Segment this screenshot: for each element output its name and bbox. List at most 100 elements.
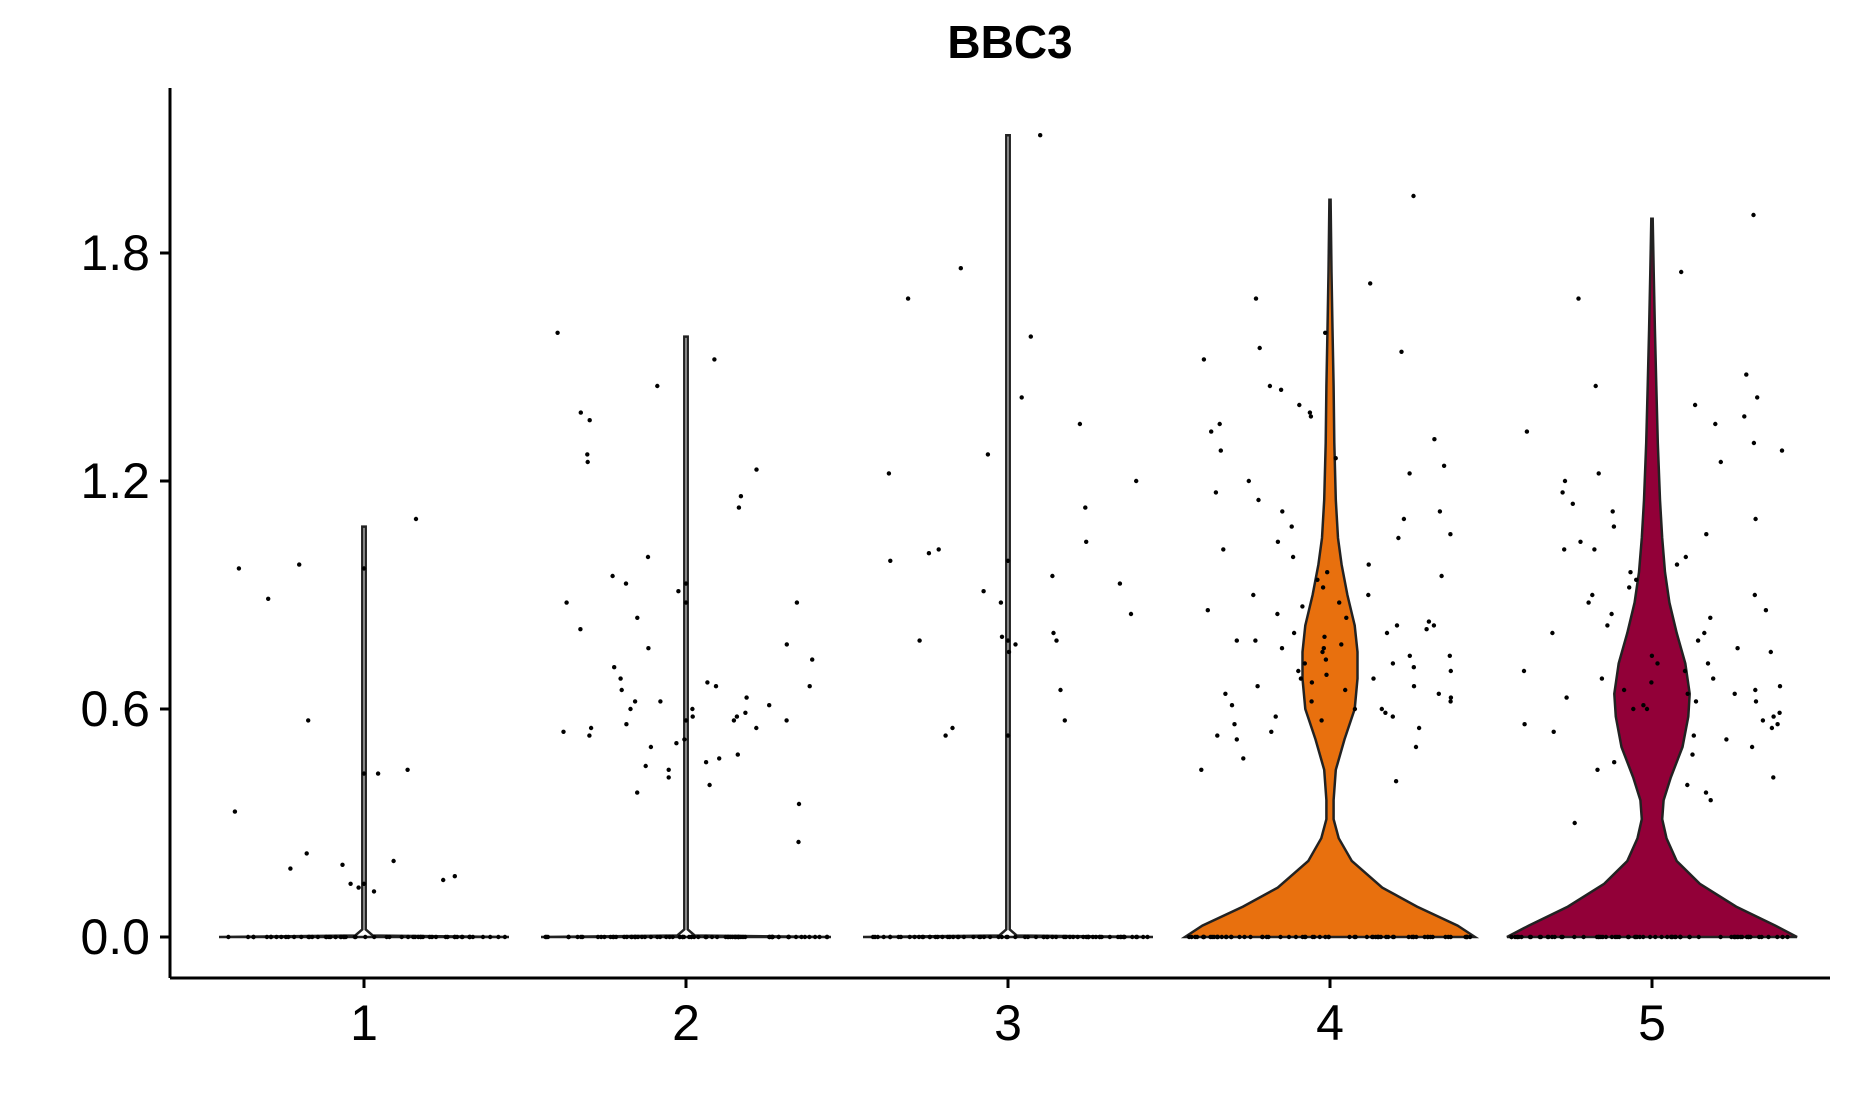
point-5 <box>1519 934 1524 940</box>
point-5 <box>1628 570 1633 575</box>
point-2 <box>667 934 672 940</box>
point-1 <box>299 934 304 940</box>
point-1 <box>333 934 338 940</box>
point-5 <box>1550 630 1555 636</box>
point-1 <box>405 767 410 772</box>
point-5 <box>1769 725 1775 731</box>
x-tick-label: 1 <box>350 995 378 1051</box>
point-4 <box>1371 676 1376 681</box>
point-3 <box>1107 934 1113 940</box>
point-5 <box>1704 532 1709 537</box>
point-5 <box>1683 554 1689 560</box>
point-2 <box>580 934 585 940</box>
point-2 <box>784 642 789 647</box>
point-2 <box>713 684 719 689</box>
point-2 <box>825 934 830 940</box>
point-3 <box>887 934 893 940</box>
point-4 <box>1208 934 1213 940</box>
point-3 <box>888 558 893 563</box>
point-3 <box>943 733 948 738</box>
point-5 <box>1644 706 1650 712</box>
point-3 <box>1005 558 1011 563</box>
point-2 <box>703 934 708 940</box>
point-4 <box>1246 478 1252 484</box>
point-1 <box>340 862 345 867</box>
point-2 <box>743 710 748 715</box>
point-4 <box>1224 934 1229 940</box>
point-5 <box>1610 509 1615 514</box>
point-1 <box>328 934 333 940</box>
point-5 <box>1596 471 1601 476</box>
point-3 <box>1025 934 1031 940</box>
point-2 <box>629 934 634 940</box>
point-2 <box>682 737 687 742</box>
point-5 <box>1549 934 1555 940</box>
point-4 <box>1248 934 1253 940</box>
point-2 <box>602 934 607 940</box>
point-4 <box>1467 934 1473 940</box>
point-3 <box>935 934 940 940</box>
point-5 <box>1655 661 1660 666</box>
point-5 <box>1641 934 1646 940</box>
x-tick-label: 4 <box>1316 995 1344 1051</box>
point-5 <box>1724 737 1729 742</box>
point-5 <box>1779 448 1785 453</box>
point-4 <box>1439 573 1444 579</box>
point-3 <box>1077 421 1083 427</box>
point-5 <box>1775 934 1780 940</box>
point-1 <box>338 934 343 940</box>
point-5 <box>1685 782 1690 788</box>
point-4 <box>1228 934 1234 940</box>
point-5 <box>1732 934 1737 940</box>
point-4 <box>1366 562 1371 567</box>
point-2 <box>717 756 722 761</box>
point-4 <box>1310 934 1315 940</box>
point-4 <box>1298 676 1304 681</box>
point-5 <box>1692 402 1698 408</box>
point-4 <box>1347 934 1352 940</box>
point-4 <box>1200 934 1206 940</box>
point-4 <box>1416 725 1422 731</box>
point-1 <box>480 934 486 940</box>
point-2 <box>690 714 695 719</box>
point-5 <box>1751 440 1757 446</box>
point-1 <box>342 934 347 940</box>
violin-5 <box>1506 217 1798 939</box>
point-2 <box>658 699 663 704</box>
point-4 <box>1448 699 1453 704</box>
point-1 <box>307 934 312 940</box>
point-4 <box>1256 497 1261 503</box>
point-5 <box>1777 684 1783 689</box>
point-1 <box>427 934 432 940</box>
point-4 <box>1302 661 1308 666</box>
point-4 <box>1413 744 1419 750</box>
point-1 <box>488 934 493 940</box>
point-3 <box>1071 934 1076 940</box>
point-2 <box>635 790 640 795</box>
point-4 <box>1280 509 1285 514</box>
point-3 <box>1041 934 1046 940</box>
point-1 <box>363 934 368 940</box>
point-4 <box>1215 934 1220 940</box>
point-5 <box>1559 934 1564 940</box>
point-1 <box>391 858 396 864</box>
point-1 <box>274 934 279 940</box>
point-4 <box>1325 570 1330 575</box>
point-4 <box>1430 934 1435 940</box>
point-5 <box>1581 934 1586 940</box>
point-3 <box>1115 934 1121 940</box>
point-4 <box>1441 463 1447 468</box>
point-2 <box>643 763 648 769</box>
point-1 <box>283 934 289 940</box>
point-5 <box>1649 680 1654 685</box>
point-2 <box>728 934 733 940</box>
point-5 <box>1665 934 1670 940</box>
point-4 <box>1353 934 1358 940</box>
point-2 <box>632 699 638 704</box>
point-2 <box>622 934 627 940</box>
point-5 <box>1702 630 1707 636</box>
point-3 <box>875 934 880 940</box>
point-4 <box>1275 611 1280 617</box>
y-tick-label: 0.0 <box>80 909 150 965</box>
point-1 <box>411 934 416 940</box>
